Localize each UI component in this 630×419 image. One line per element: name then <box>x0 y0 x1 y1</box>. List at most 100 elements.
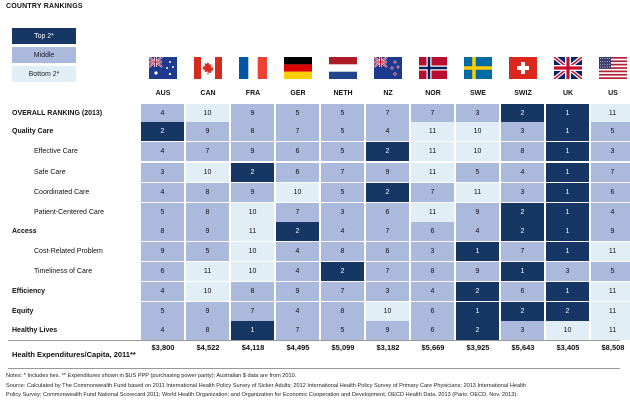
legend-middle: Middle <box>12 47 76 63</box>
rank-cell: 1 <box>546 122 590 141</box>
rank-cell: 9 <box>366 163 410 182</box>
rank-cell: 8 <box>141 222 185 241</box>
rank-cell: 1 <box>231 321 275 340</box>
rank-cell: 5 <box>321 104 365 123</box>
rank-cell: 3 <box>411 242 455 261</box>
rank-cell: 5 <box>456 163 500 182</box>
expenditure-value: $5,099 <box>331 343 355 352</box>
country-code-can: CAN <box>200 90 216 97</box>
rank-cell: 2 <box>501 302 545 321</box>
expenditure-value: $4,118 <box>241 343 265 352</box>
row-label: Quality Care <box>12 128 54 135</box>
rank-cell: 2 <box>501 104 545 123</box>
rank-cell: 6 <box>411 222 455 241</box>
uk-flag-icon <box>552 55 584 81</box>
rank-cell: 9 <box>456 203 500 222</box>
legend-bottom-label: Bottom 2* <box>28 70 60 78</box>
rank-cell: 11 <box>591 282 630 301</box>
rank-cell: 7 <box>366 262 410 281</box>
country-code-nor: NOR <box>425 90 441 97</box>
rank-cell: 1 <box>456 302 500 321</box>
rank-cell: 6 <box>411 302 455 321</box>
france-flag-icon <box>239 57 267 79</box>
rank-cell: 6 <box>141 262 185 281</box>
rank-cell: 6 <box>501 282 545 301</box>
country-code-swe: SWE <box>470 90 486 97</box>
rank-cell: 3 <box>501 183 545 202</box>
rank-cell: 4 <box>141 282 185 301</box>
rank-cell: 4 <box>276 302 320 321</box>
rank-cell: 3 <box>321 203 365 222</box>
rank-cell: 1 <box>546 163 590 182</box>
rank-cell: 7 <box>501 242 545 261</box>
rank-cell: 8 <box>501 142 545 161</box>
rank-cell: 3 <box>501 122 545 141</box>
notes: Notes: * Includes ties. ** Expenditures … <box>6 372 624 401</box>
divider-line <box>8 340 620 341</box>
rank-cell: 4 <box>501 163 545 182</box>
rank-cell: 9 <box>231 142 275 161</box>
notes-line-1: Notes: * Includes ties. ** Expenditures … <box>6 373 297 379</box>
rank-cell: 7 <box>276 321 320 340</box>
rank-cell: 8 <box>186 203 230 222</box>
rank-cell: 4 <box>591 203 630 222</box>
rank-cell: 11 <box>591 104 630 123</box>
rank-cell: 7 <box>321 163 365 182</box>
rank-cell: 2 <box>321 262 365 281</box>
rank-cell: 10 <box>231 203 275 222</box>
rank-cell: 11 <box>591 302 630 321</box>
legend-top-2: Top 2* <box>12 28 76 44</box>
rank-cell: 8 <box>321 242 365 261</box>
rank-cell: 1 <box>501 262 545 281</box>
rank-cell: 2 <box>456 321 500 340</box>
rank-cell: 7 <box>321 282 365 301</box>
row-label: Efficiency <box>12 288 46 295</box>
rank-cell: 9 <box>366 321 410 340</box>
expenditures-label: Health Expenditures/Capita, 2011** <box>12 350 136 359</box>
country-code-nz: NZ <box>383 90 393 97</box>
country-code-ger: GER <box>290 90 306 97</box>
rank-cell: 11 <box>231 222 275 241</box>
rank-cell: 3 <box>141 163 185 182</box>
rank-cell: 11 <box>411 203 455 222</box>
rank-cell: 1 <box>546 183 590 202</box>
rank-cell: 10 <box>546 321 590 340</box>
country-code-fra: FRA <box>245 90 261 97</box>
rank-cell: 5 <box>276 104 320 123</box>
country-code-aus: AUS <box>155 90 171 97</box>
expenditure-value: $4,495 <box>286 343 310 352</box>
australia-flag-icon <box>148 56 177 79</box>
rank-cell: 3 <box>456 104 500 123</box>
rank-cell: 2 <box>366 142 410 161</box>
row-label: Safe Care <box>34 169 66 176</box>
rank-cell: 9 <box>456 262 500 281</box>
rank-cell: 9 <box>591 222 630 241</box>
rank-cell: 4 <box>456 222 500 241</box>
rank-cell: 5 <box>186 242 230 261</box>
rank-cell: 6 <box>366 242 410 261</box>
legend-middle-label: Middle <box>33 51 55 59</box>
rank-cell: 10 <box>456 122 500 141</box>
rank-cell: 7 <box>591 163 630 182</box>
page-title: COUNTRY RANKINGS <box>6 3 83 10</box>
rank-cell: 11 <box>186 262 230 281</box>
row-label: Coordinated Care <box>34 189 90 196</box>
rank-cell: 4 <box>141 183 185 202</box>
rank-cell: 7 <box>411 104 455 123</box>
row-label: Cost-Related Problem <box>34 248 103 255</box>
expenditure-value: $4,522 <box>196 343 220 352</box>
country-code-neth: NETH <box>333 90 353 97</box>
row-label: Equity <box>12 308 34 315</box>
row-label: Access <box>12 228 37 235</box>
rank-cell: 7 <box>186 142 230 161</box>
rank-cell: 5 <box>141 203 185 222</box>
country-code-us: US <box>608 90 618 97</box>
row-label: Effective Care <box>34 148 78 155</box>
rank-cell: 9 <box>276 282 320 301</box>
rank-cell: 8 <box>186 183 230 202</box>
legend-top-label: Top 2* <box>34 32 54 40</box>
rank-cell: 8 <box>231 122 275 141</box>
country-code-uk: UK <box>562 90 574 97</box>
rank-cell: 9 <box>231 104 275 123</box>
rank-cell: 8 <box>411 262 455 281</box>
